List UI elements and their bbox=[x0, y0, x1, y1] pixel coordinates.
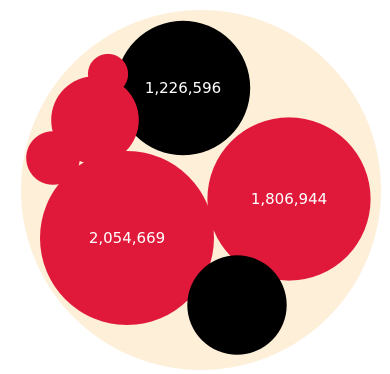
bubble-label-2: 1,806,944 bbox=[251, 190, 327, 208]
bubble-7 bbox=[87, 53, 129, 95]
bubble-label-1: 2,054,669 bbox=[89, 229, 165, 247]
bubble-3 bbox=[115, 20, 251, 156]
bubble-2 bbox=[207, 117, 371, 281]
bubble-6 bbox=[26, 131, 80, 185]
bubble-4 bbox=[187, 255, 287, 355]
bubble-1 bbox=[40, 151, 214, 325]
bubble-label-3: 1,226,596 bbox=[145, 79, 221, 97]
bubbles-group: 2,054,669 1,806,944 1,226,596 bbox=[26, 20, 371, 355]
